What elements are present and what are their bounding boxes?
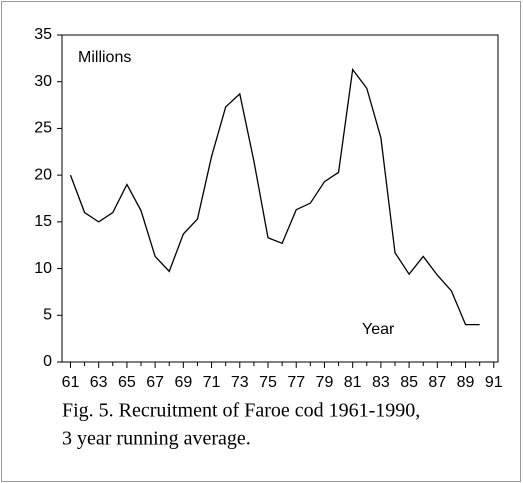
y-tick-label: 30 [34, 73, 52, 90]
y-tick-label: 5 [43, 307, 52, 324]
y-tick-label: 25 [34, 120, 52, 137]
y-tick-label: 0 [43, 353, 52, 370]
unit-label: Millions [78, 49, 131, 66]
x-tick-label: 79 [316, 374, 334, 391]
x-tick-label: 85 [400, 374, 418, 391]
x-tick-label: 63 [90, 374, 108, 391]
data-line [69, 67, 480, 326]
caption: Fig. 5. Recruitment of Faroe cod 1961-19… [62, 400, 420, 422]
x-tick-label: 81 [344, 374, 362, 391]
x-tick-label: 77 [287, 374, 305, 391]
x-tick-label: 73 [231, 374, 249, 391]
y-tick-label: 35 [34, 26, 52, 43]
y-tick-label: 20 [34, 166, 52, 183]
x-tick-label: 83 [372, 374, 390, 391]
x-tick-label: 61 [62, 374, 80, 391]
x-tick-label: 75 [259, 374, 277, 391]
x-tick-label: 91 [485, 374, 503, 391]
x-tick-label: 71 [203, 374, 221, 391]
y-tick-label: 10 [34, 260, 52, 277]
x-tick-label: 87 [428, 374, 446, 391]
caption: 3 year running average. [62, 428, 251, 450]
x-tick-label: 65 [118, 374, 136, 391]
x-tick-label: 69 [174, 374, 192, 391]
x-tick-label: 67 [146, 374, 164, 391]
x-tick-label: 89 [457, 374, 475, 391]
x-axis-label: Year [362, 321, 395, 338]
y-tick-label: 15 [34, 213, 52, 230]
plot-frame [61, 34, 499, 363]
